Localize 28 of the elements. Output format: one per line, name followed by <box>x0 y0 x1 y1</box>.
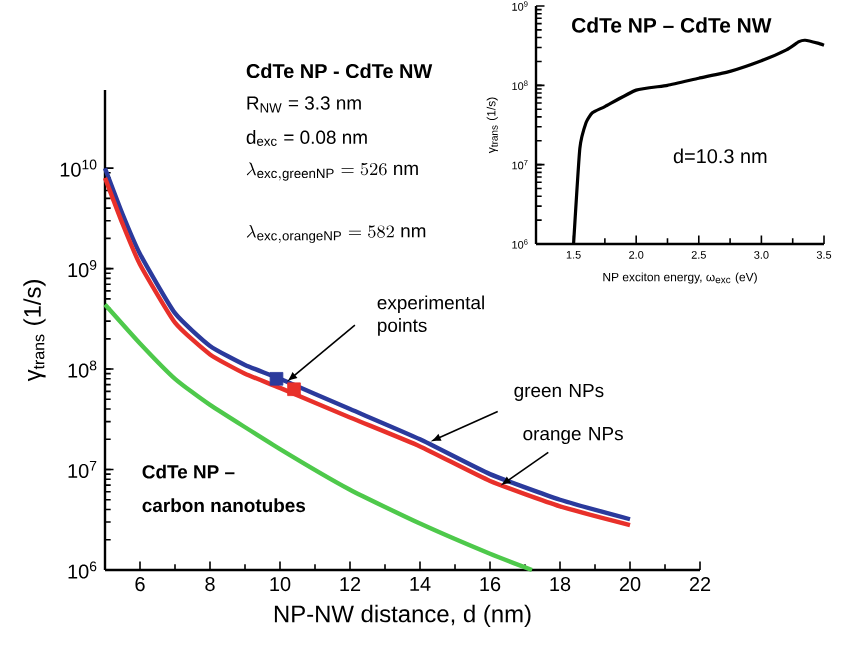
x-tick-label: 20 <box>619 577 641 592</box>
y-axis-title: γ$_{trans}$ (1/s) <box>23 280 46 382</box>
y-tick-label: 10$^{9}$ <box>68 260 97 278</box>
annotation: d=10.3 nm <box>673 148 767 164</box>
annotation: experimental points <box>377 295 484 336</box>
x-tick-label: 16 <box>480 577 501 592</box>
annotation: orange NPs <box>523 427 623 445</box>
chart-title: CdTe NP - CdTe NW <box>246 63 433 79</box>
annotation: d$_{exc}$ = 0.08 nm <box>246 130 367 146</box>
x-tick-label: 14 <box>410 577 431 591</box>
annotation: $\lambda_{\mathrm{exc,orangeNP}}= 582\ \mathrm{nm}$ <box>246 224 426 244</box>
x-tick-label: 10 <box>270 577 291 592</box>
annotation: R$_{NW}$ = 3.3 nm <box>247 96 361 113</box>
y-tick-label: 10$^{7}$ <box>68 461 97 479</box>
y-tick-label: 10$^{6}$ <box>68 561 97 579</box>
x-axis-title: NP-NW distance, d (nm) <box>274 604 531 628</box>
y-tick-label: 10$^{10}$ <box>60 159 97 177</box>
x-tick-label: 22 <box>689 577 711 591</box>
annotation: green NPs <box>514 383 604 401</box>
y-tick-label: 10$^{8}$ <box>68 360 97 378</box>
x-tick-label: 12 <box>340 577 361 591</box>
x-tick-label: 8 <box>205 577 215 592</box>
annotation: carbon nanotubes <box>142 498 306 513</box>
x-tick-label: 18 <box>550 577 571 592</box>
annotation: $\lambda_{\mathrm{exc,greenNP}}= 526\ \mathrm{nm}$ <box>246 162 418 181</box>
chart-title: CdTe NP – CdTe NW <box>572 17 772 33</box>
x-tick-label: 6 <box>135 577 145 592</box>
annotation: CdTe NP – <box>142 464 235 479</box>
